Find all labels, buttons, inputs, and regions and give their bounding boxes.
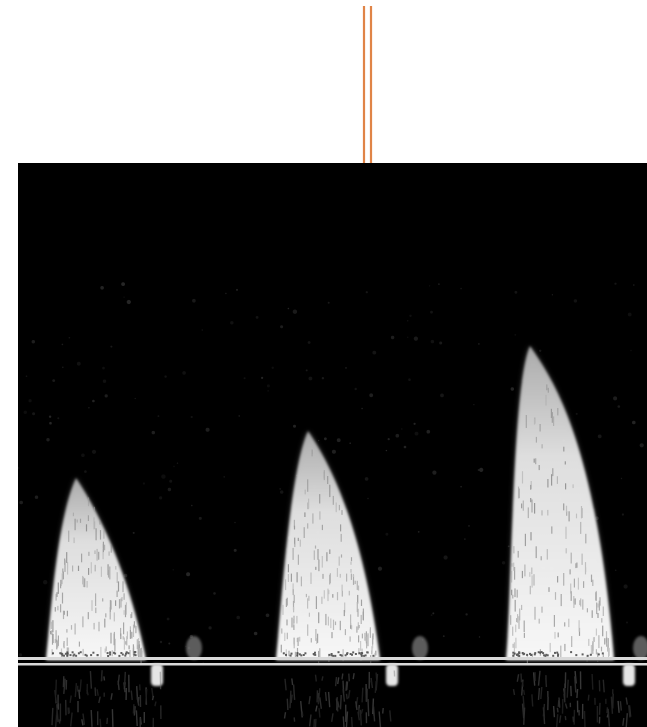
below-baseline-echo bbox=[283, 670, 396, 727]
systolic-waveform bbox=[506, 346, 614, 665]
below-baseline-echo bbox=[512, 670, 632, 727]
below-baseline-echo bbox=[51, 670, 162, 727]
baseline-lower bbox=[18, 663, 647, 666]
doppler-spectrum-panel bbox=[18, 163, 647, 727]
reverse-flow-blip bbox=[623, 664, 635, 686]
baseline-upper bbox=[18, 657, 647, 660]
reverse-flow-blip bbox=[151, 664, 163, 686]
diastolic-bump bbox=[412, 636, 428, 660]
systolic-waveform bbox=[276, 431, 380, 664]
diastolic-bump bbox=[633, 636, 647, 660]
doppler-spectrum-image bbox=[18, 282, 647, 727]
systolic-waveform bbox=[46, 478, 146, 666]
reverse-flow-blip bbox=[386, 664, 398, 686]
diastolic-bump bbox=[186, 636, 202, 660]
